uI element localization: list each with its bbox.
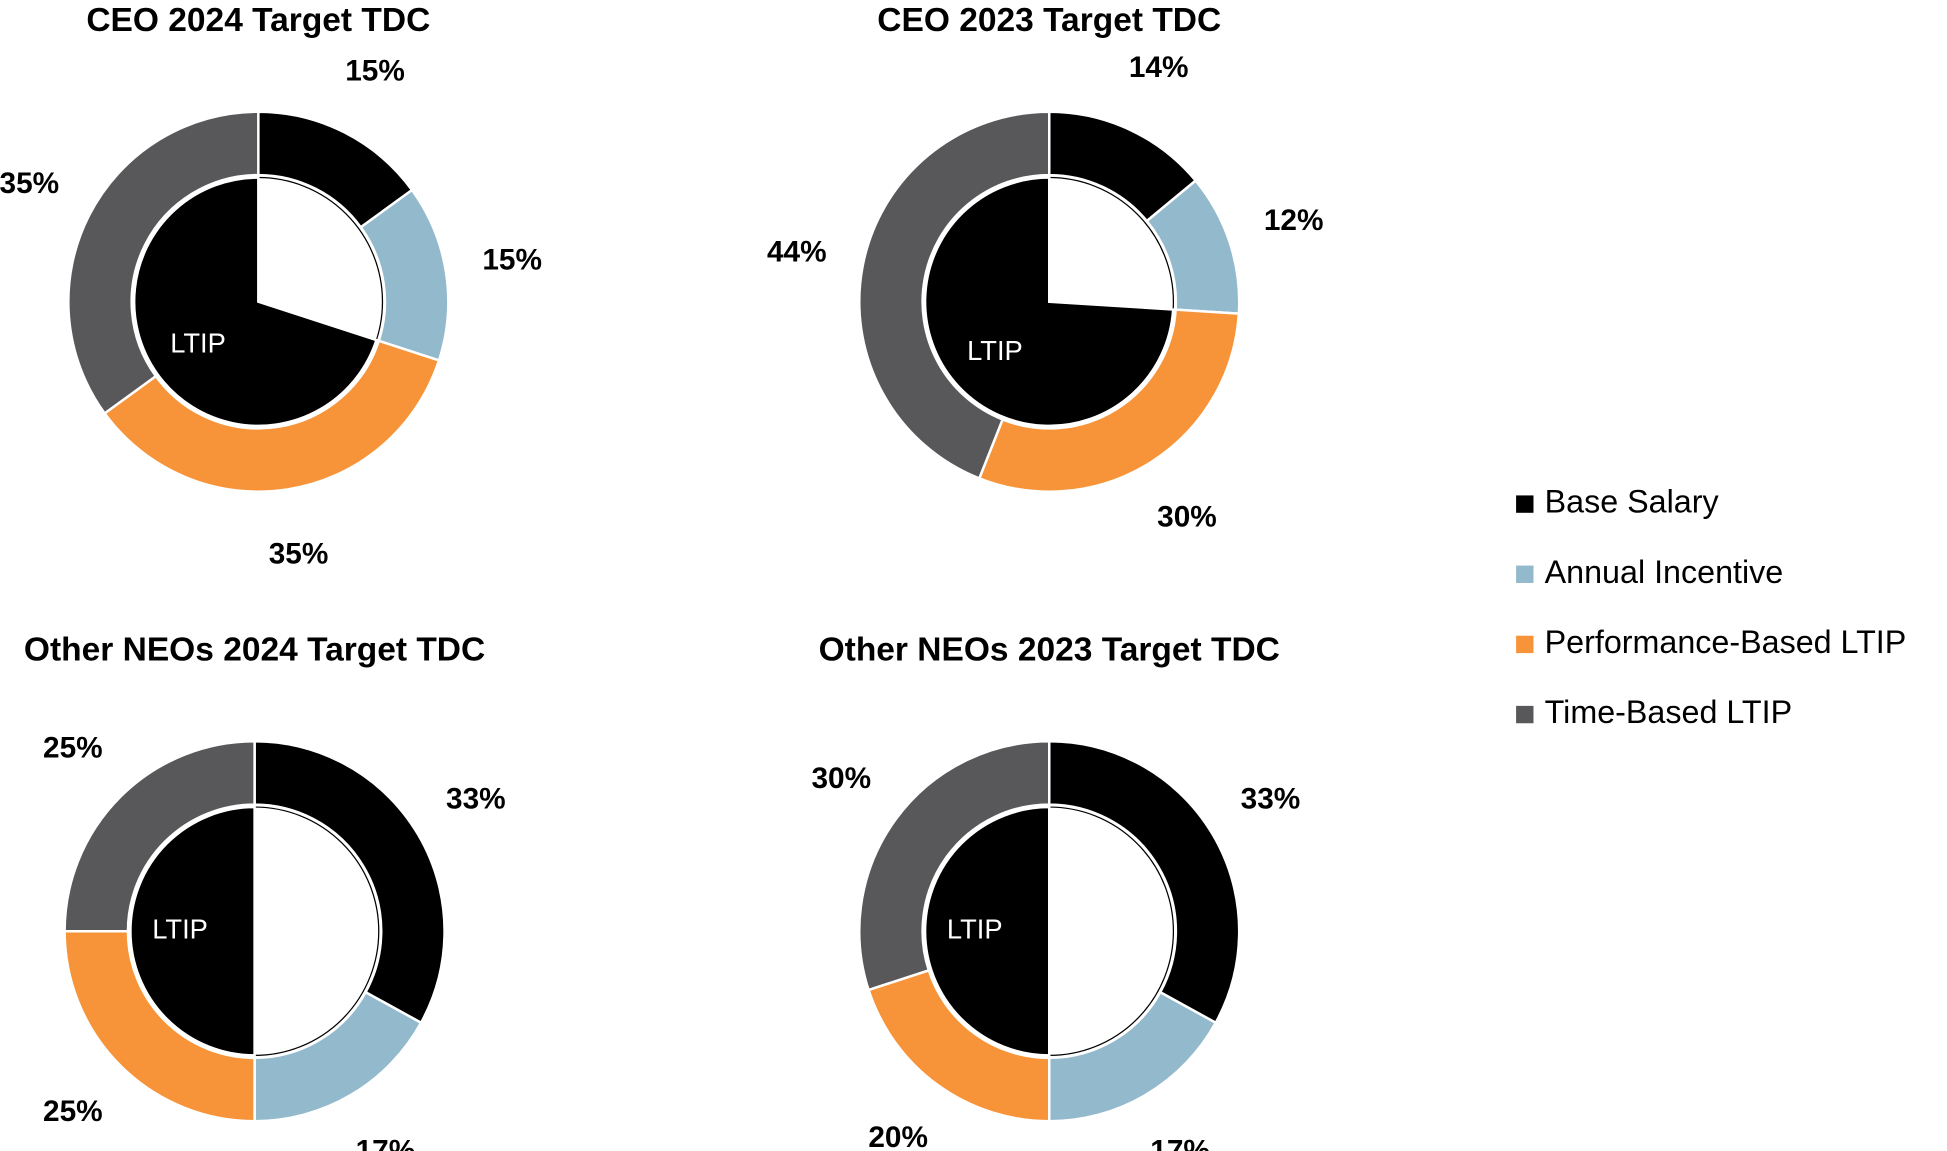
donut-segment — [1047, 740, 1241, 1025]
value-label: 35% — [0, 167, 59, 200]
donut-segment — [63, 740, 256, 933]
value-label: 15% — [482, 243, 542, 276]
value-label: 25% — [43, 731, 103, 764]
legend-swatch — [1516, 705, 1534, 724]
donut-segment — [102, 339, 441, 493]
legend-swatch — [1516, 565, 1534, 583]
ltip-wedge — [923, 805, 1051, 1057]
chart-title: CEO 2023 Target TDC — [877, 2, 1221, 39]
value-label: 25% — [43, 1095, 103, 1128]
value-label: 17% — [1150, 1134, 1210, 1151]
legend-label: Annual Incentive — [1545, 554, 1784, 590]
donut-segment — [858, 110, 1051, 480]
chart-title: Other NEOs 2024 Target TDC — [24, 632, 485, 669]
inner-label: LTIP — [947, 913, 1003, 944]
legend-swatch — [1516, 635, 1534, 654]
donut-segment — [977, 308, 1241, 493]
value-label: 33% — [1241, 782, 1301, 815]
value-label: 14% — [1129, 51, 1189, 84]
value-label: 33% — [446, 782, 506, 815]
chart-title: Other NEOs 2023 Target TDC — [819, 632, 1280, 669]
value-label: 44% — [767, 235, 827, 268]
inner-label: LTIP — [967, 335, 1023, 366]
ltip-wedge — [132, 176, 378, 428]
ltip-wedge — [129, 805, 256, 1057]
legend-label: Time-Based LTIP — [1545, 694, 1792, 730]
value-label: 35% — [269, 537, 329, 570]
value-label: 30% — [1157, 501, 1217, 534]
legend-label: Base Salary — [1545, 484, 1720, 520]
legend-swatch — [1516, 495, 1534, 513]
value-label: 30% — [812, 762, 872, 795]
legend-label: Performance-Based LTIP — [1545, 624, 1907, 660]
inner-label: LTIP — [152, 913, 208, 944]
inner-label: LTIP — [170, 328, 226, 359]
value-label: 17% — [356, 1134, 416, 1151]
donut-segment — [253, 740, 446, 1025]
donut-segment — [67, 110, 260, 416]
value-label: 12% — [1264, 204, 1324, 237]
value-label: 15% — [345, 55, 405, 88]
ltip-wedge — [923, 176, 1175, 428]
donut-segment — [858, 740, 1051, 992]
chart-title: CEO 2024 Target TDC — [86, 2, 430, 39]
value-label: 20% — [868, 1121, 928, 1151]
